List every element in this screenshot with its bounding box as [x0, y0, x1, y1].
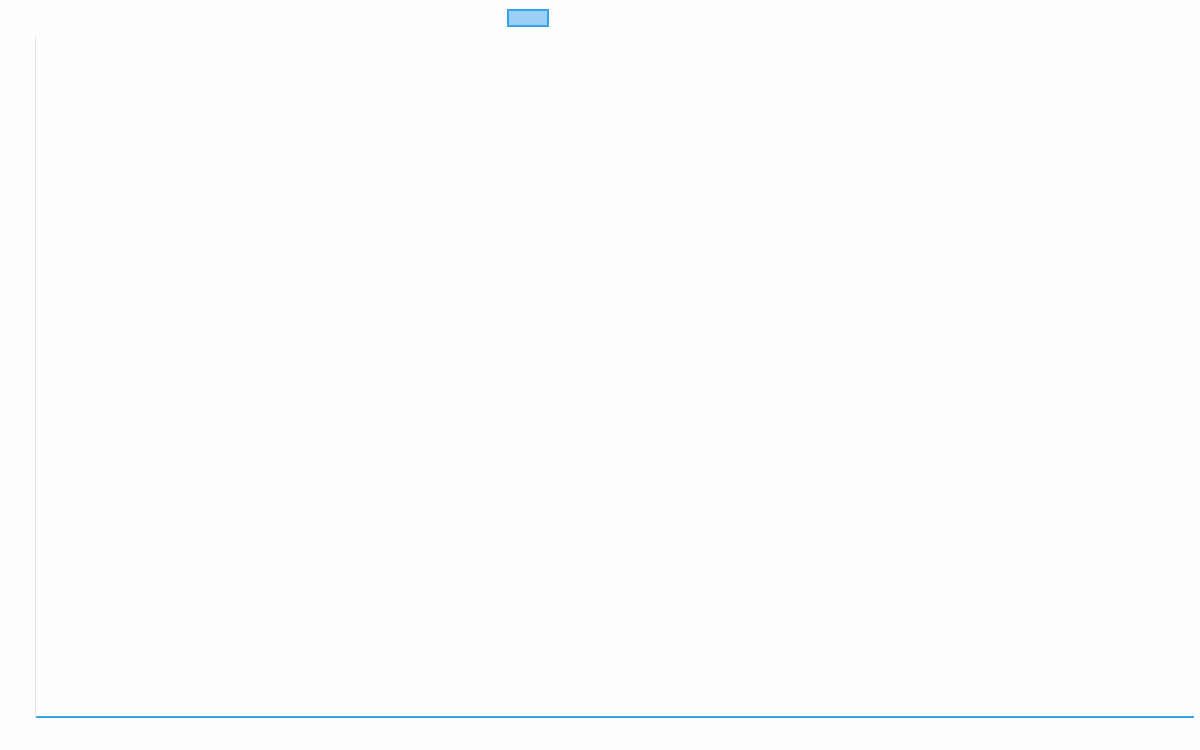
legend-swatch[interactable]: [507, 9, 549, 27]
